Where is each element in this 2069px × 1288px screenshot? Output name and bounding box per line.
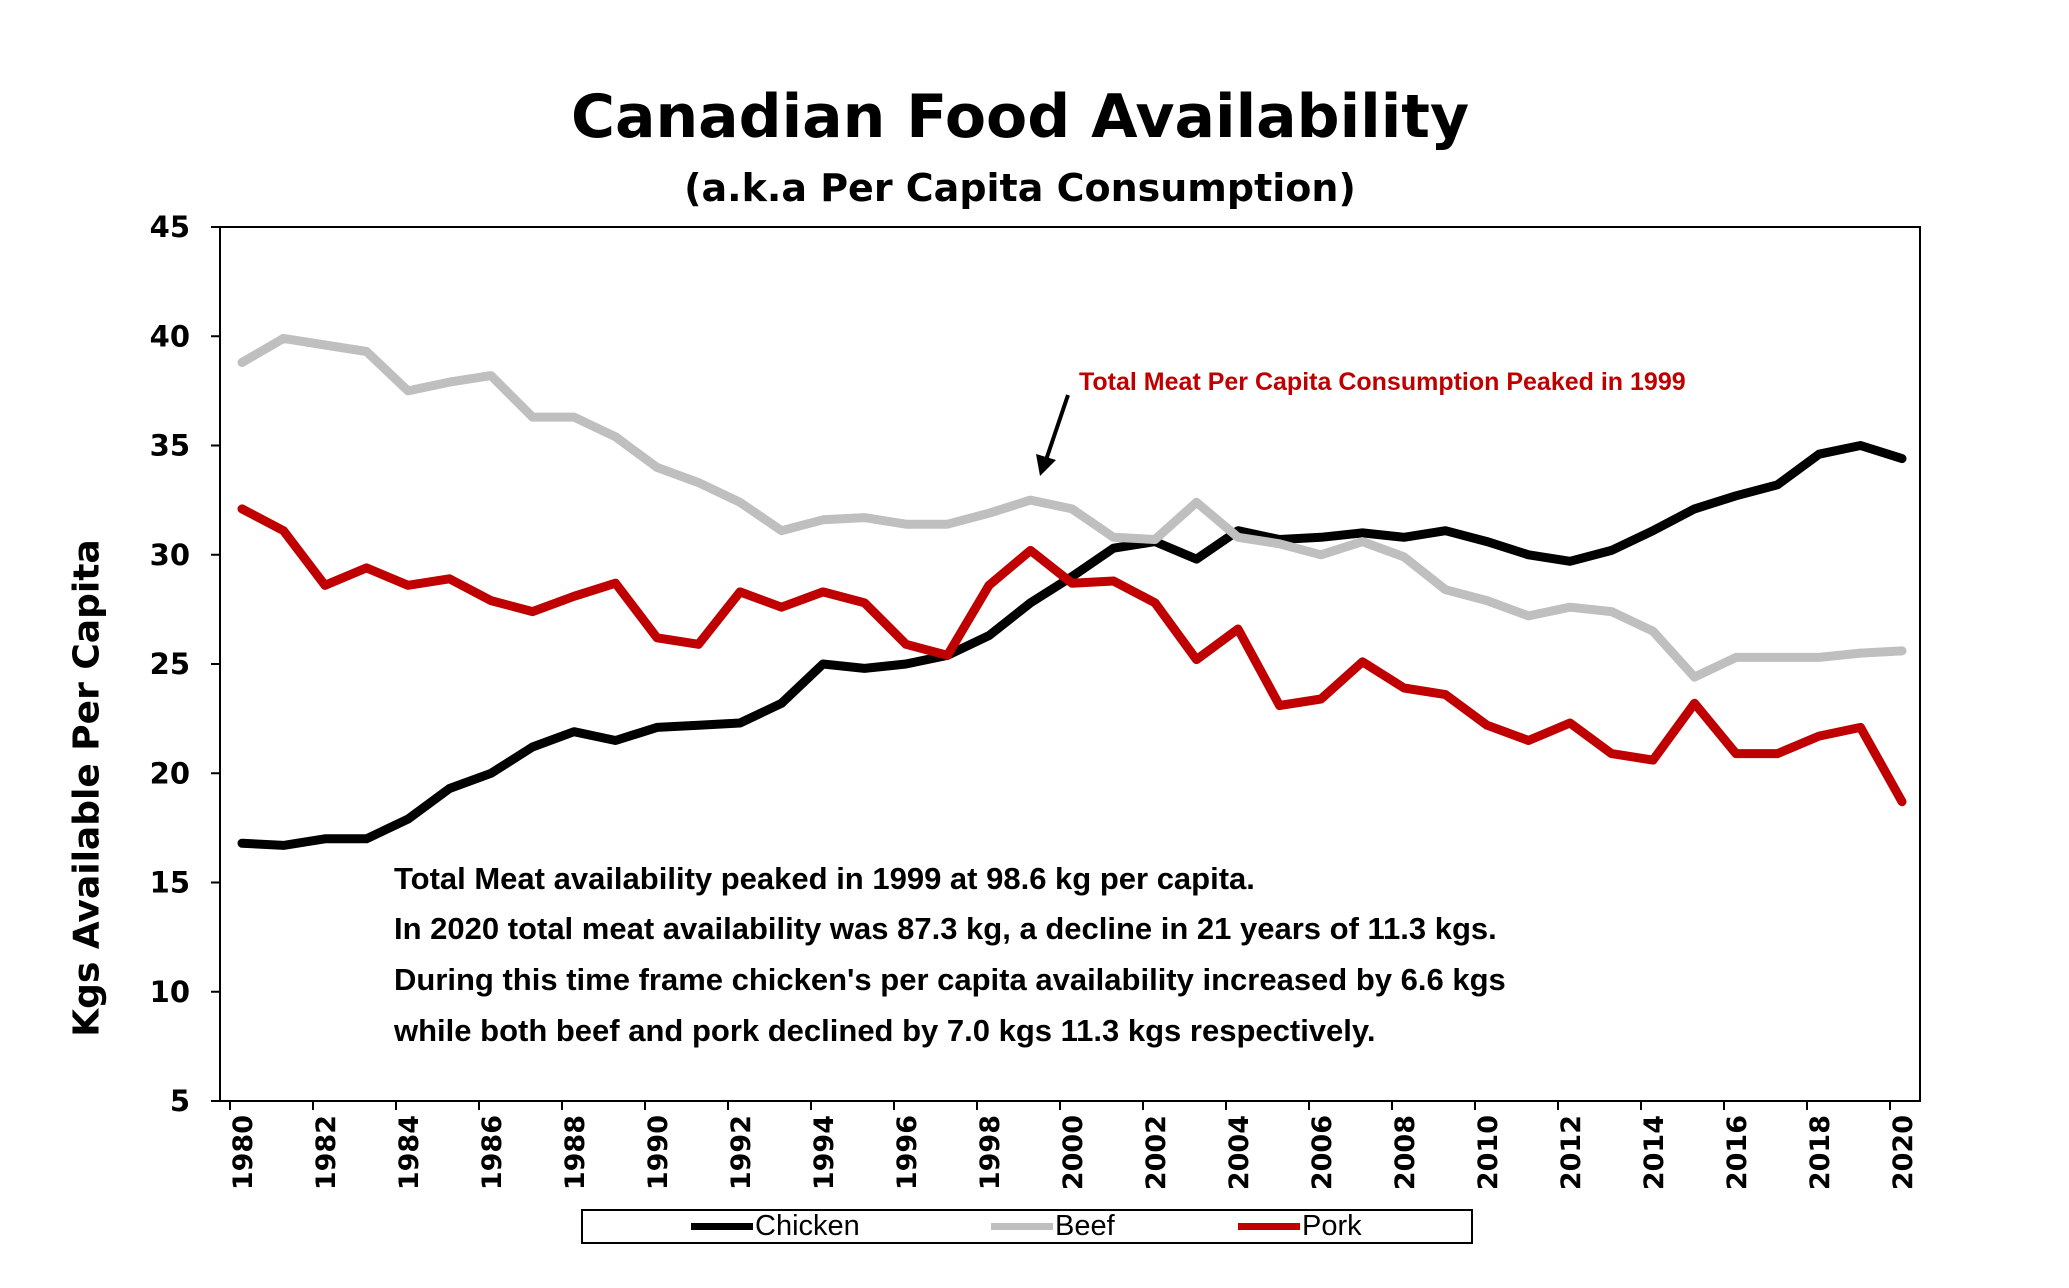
note-line-1: Total Meat availability peaked in 1999 a… bbox=[394, 861, 1255, 896]
x-tick-label: 1992 bbox=[726, 1115, 757, 1190]
x-tick-label: 1998 bbox=[975, 1115, 1006, 1190]
x-tick-label: 2010 bbox=[1473, 1115, 1504, 1190]
chart-subtitle: (a.k.a Per Capita Consumption) bbox=[684, 166, 1356, 210]
annotation-arrow-shaft bbox=[1044, 394, 1070, 461]
note-line-3: During this time frame chicken's per cap… bbox=[394, 962, 1506, 997]
x-tick-label: 1988 bbox=[560, 1115, 591, 1190]
y-tick-label: 10 bbox=[150, 975, 190, 1009]
x-tick-label: 1994 bbox=[809, 1115, 840, 1190]
x-tick-label: 1984 bbox=[394, 1115, 425, 1190]
series-line-beef bbox=[237, 333, 1907, 682]
legend-item-beef: Beef bbox=[991, 1210, 1115, 1242]
x-tick-label: 1982 bbox=[311, 1115, 342, 1190]
y-tick-label: 30 bbox=[150, 538, 190, 572]
x-tick-label: 2012 bbox=[1556, 1115, 1587, 1190]
annotation-arrow-head bbox=[1036, 454, 1056, 476]
legend-item-pork: Pork bbox=[1238, 1210, 1362, 1242]
x-tick-label: 1980 bbox=[228, 1115, 259, 1190]
legend-label-chicken: Chicken bbox=[755, 1210, 860, 1242]
legend-swatch-chicken bbox=[691, 1223, 753, 1230]
x-tick-label: 2016 bbox=[1722, 1115, 1753, 1190]
y-tick-label: 35 bbox=[150, 429, 190, 463]
x-tick-label: 2008 bbox=[1390, 1115, 1421, 1190]
x-tick-label: 2014 bbox=[1639, 1115, 1670, 1190]
y-tick-label: 20 bbox=[150, 756, 190, 790]
x-tick-label: 2004 bbox=[1224, 1115, 1255, 1190]
legend-swatch-beef bbox=[991, 1223, 1053, 1230]
x-tick-label: 1986 bbox=[477, 1115, 508, 1190]
y-tick-label: 5 bbox=[170, 1084, 190, 1118]
x-tick-label: 1996 bbox=[892, 1115, 923, 1190]
note-line-2: In 2020 total meat availability was 87.3… bbox=[394, 911, 1497, 946]
chart-title: Canadian Food Availability bbox=[570, 82, 1470, 152]
x-tick-label: 1990 bbox=[643, 1115, 674, 1190]
note-line-4: while both beef and pork declined by 7.0… bbox=[394, 1013, 1376, 1048]
x-tick-label: 2006 bbox=[1307, 1115, 1338, 1190]
x-tick-label: 2000 bbox=[1058, 1115, 1089, 1190]
y-tick-label: 25 bbox=[150, 647, 190, 681]
legend-label-pork: Pork bbox=[1302, 1210, 1362, 1242]
x-tick-label: 2002 bbox=[1141, 1115, 1172, 1190]
series-line-pork bbox=[237, 504, 1907, 807]
y-tick-label: 15 bbox=[150, 866, 190, 900]
x-tick-label: 2020 bbox=[1888, 1115, 1919, 1190]
legend-label-beef: Beef bbox=[1055, 1210, 1115, 1242]
legend: Chicken Beef Pork bbox=[581, 1209, 1473, 1244]
series-line-chicken bbox=[237, 441, 1907, 850]
y-tick-label: 45 bbox=[150, 210, 190, 244]
legend-item-chicken: Chicken bbox=[691, 1210, 860, 1242]
y-tick-label: 40 bbox=[150, 319, 190, 353]
x-tick-label: 2018 bbox=[1805, 1115, 1836, 1190]
peak-annotation-label: Total Meat Per Capita Consumption Peaked… bbox=[1079, 368, 1686, 396]
legend-swatch-pork bbox=[1238, 1223, 1300, 1230]
